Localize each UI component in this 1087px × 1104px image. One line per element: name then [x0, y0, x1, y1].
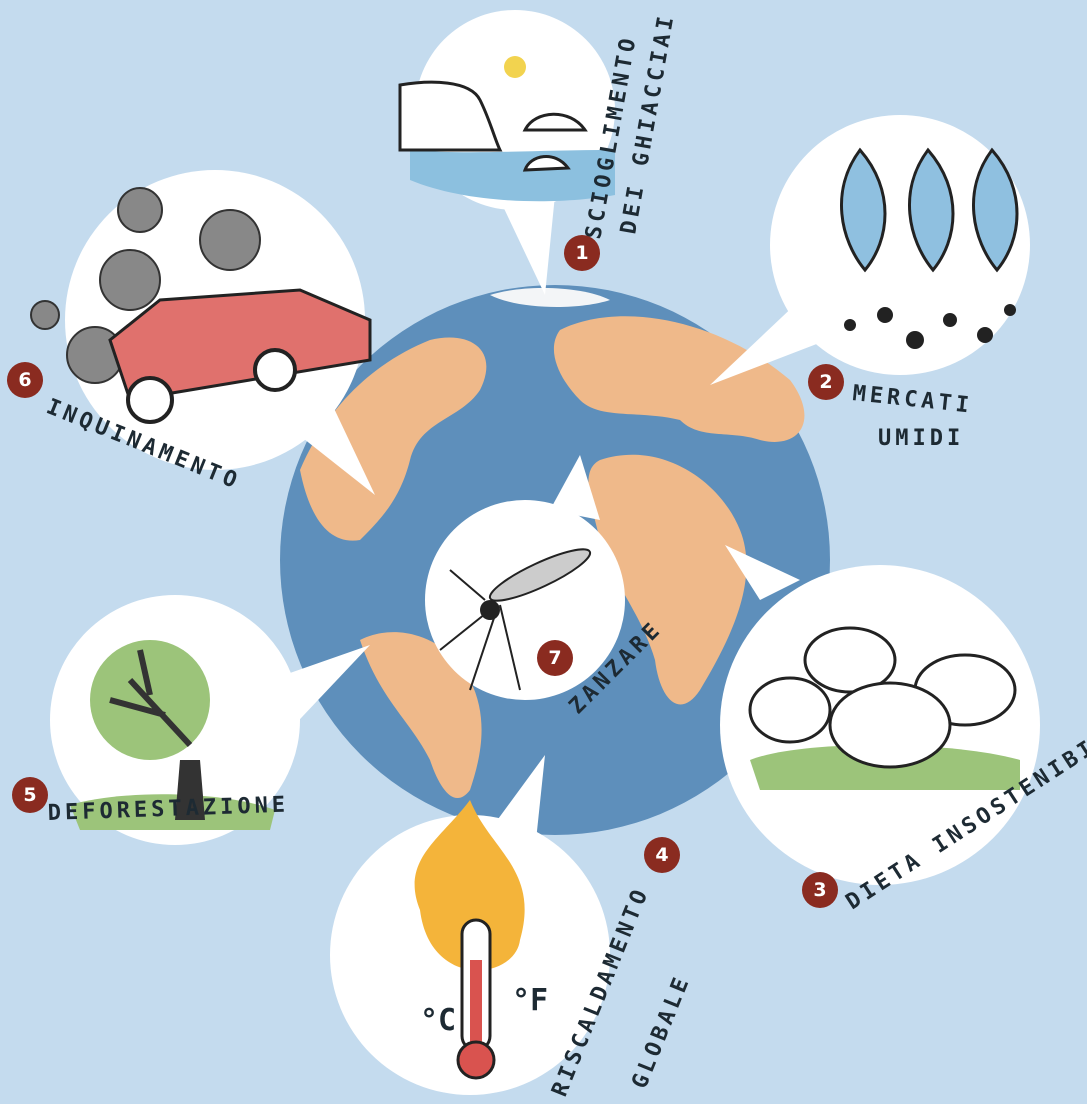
label-line: UMIDI — [878, 426, 964, 451]
badge-number: 7 — [548, 647, 561, 669]
badge-number: 4 — [655, 844, 668, 866]
badge-number: 5 — [23, 784, 36, 806]
badge-number: 3 — [813, 879, 826, 901]
illustration: SCIOGLIMENTO DEI GHIACCIAI MERCATI UMIDI… — [0, 0, 1087, 1104]
badge-number: 2 — [819, 371, 832, 393]
badge-number: 1 — [575, 242, 588, 264]
unit-label: °C — [420, 1003, 456, 1038]
unit-label: °F — [512, 983, 548, 1018]
badge-number: 6 — [18, 369, 31, 391]
page: SCIOGLIMENTO DEI GHIACCIAI MERCATI UMIDI… — [0, 0, 1087, 1104]
